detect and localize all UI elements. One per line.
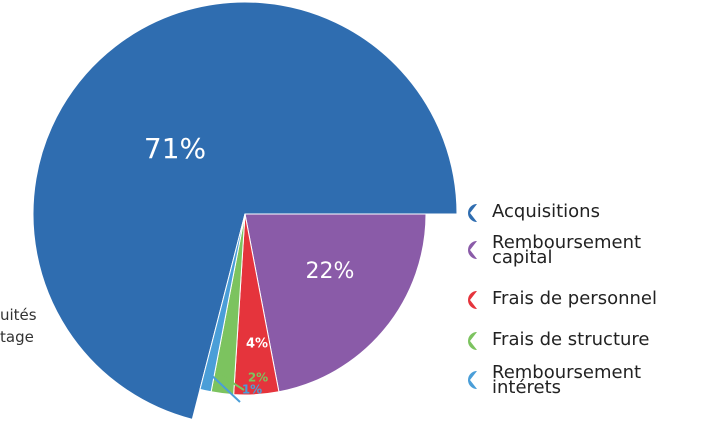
- legend-swatch: [468, 332, 477, 350]
- value-label: 2%: [248, 371, 268, 385]
- leader-line: [221, 375, 245, 391]
- legend-label: Remboursement capital: [492, 232, 642, 268]
- legend-swatch: [468, 371, 477, 389]
- legend-swatch: [468, 204, 477, 222]
- legend-label: Acquisitions: [492, 201, 600, 222]
- value-label: 71%: [144, 132, 206, 165]
- pie-slice: [244, 213, 427, 393]
- cropped-text: tage: [0, 328, 34, 346]
- legend-swatch: [468, 241, 477, 259]
- legend-label: Frais de structure: [492, 329, 650, 350]
- legend-label: Remboursement intérets: [492, 362, 642, 398]
- leader-line: [207, 371, 241, 403]
- legend-label: Frais de personnel: [492, 288, 657, 309]
- cropped-text: uités: [0, 306, 37, 324]
- value-label: 22%: [306, 259, 355, 284]
- legend-swatch: [468, 291, 477, 309]
- value-label: 1%: [242, 383, 262, 397]
- value-label: 4%: [246, 337, 268, 352]
- pie-slice: [199, 213, 246, 393]
- pie-slice: [32, 1, 458, 420]
